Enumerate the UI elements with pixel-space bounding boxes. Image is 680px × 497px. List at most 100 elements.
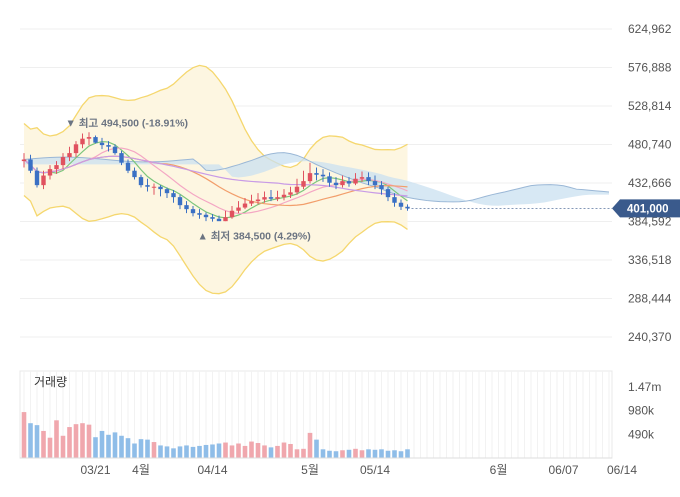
price-tick-label: 576,888 bbox=[628, 61, 672, 75]
volume-bar bbox=[203, 444, 209, 458]
candlesticks bbox=[21, 132, 410, 222]
bollinger-upper-line bbox=[23, 64, 408, 169]
volume-bar bbox=[346, 449, 352, 458]
low-annotation-text: ▲ 최저 384,500 (4.29%) bbox=[198, 230, 311, 243]
candle-body bbox=[190, 209, 196, 214]
candle-body bbox=[80, 138, 85, 145]
candle-body bbox=[106, 145, 111, 147]
volume-bar bbox=[327, 450, 332, 458]
volume-bar bbox=[190, 446, 196, 458]
volume-bar bbox=[47, 437, 53, 458]
volume-bar bbox=[106, 434, 111, 458]
volume-bar bbox=[54, 420, 59, 458]
volume-bar bbox=[255, 443, 261, 458]
volume-bar bbox=[86, 424, 92, 458]
volume-bar bbox=[353, 448, 358, 458]
volume-bar bbox=[262, 445, 267, 458]
volume-bar bbox=[67, 427, 72, 458]
volume-bar bbox=[249, 441, 254, 458]
candle-body bbox=[54, 165, 59, 170]
volume-axis: 1.47m 980k 490k bbox=[628, 380, 661, 441]
volume-bar bbox=[275, 445, 280, 458]
candle-body bbox=[314, 173, 319, 175]
candle-body bbox=[184, 205, 189, 210]
bollinger-band bbox=[23, 64, 408, 295]
candle-body bbox=[405, 206, 410, 209]
candle-body bbox=[216, 218, 222, 222]
volume-bar bbox=[132, 443, 137, 458]
price-tick-label: 432,666 bbox=[628, 176, 672, 190]
candle-body bbox=[242, 203, 248, 208]
candle-body bbox=[210, 217, 215, 219]
date-tick-label: 4월 bbox=[132, 463, 150, 477]
volume-bar bbox=[125, 438, 131, 458]
volume-bar bbox=[158, 445, 163, 458]
candle-body bbox=[223, 217, 228, 222]
volume-bar bbox=[294, 449, 300, 458]
candle-body bbox=[307, 173, 313, 182]
candle-body bbox=[171, 193, 176, 198]
candle-body bbox=[340, 181, 345, 186]
candle-body bbox=[294, 186, 300, 193]
candle-body bbox=[281, 194, 287, 198]
candle-body bbox=[164, 189, 170, 194]
volume-bar bbox=[60, 435, 66, 458]
volume-bar bbox=[379, 449, 384, 458]
moving-average-line bbox=[23, 155, 408, 197]
volume-bar bbox=[93, 437, 98, 458]
volume-bar bbox=[210, 444, 215, 458]
candle-body bbox=[34, 170, 40, 186]
volume-bar bbox=[223, 442, 228, 458]
candle-body bbox=[73, 144, 79, 154]
candle-body bbox=[288, 192, 293, 195]
volume-bar bbox=[366, 449, 371, 458]
candle-body bbox=[275, 197, 280, 199]
candle-body bbox=[28, 159, 33, 171]
volume-tick-label: 980k bbox=[628, 404, 655, 418]
date-tick-label: 05/14 bbox=[360, 463, 390, 477]
price-axis: 624,962 576,888 528,814 480,740 432,666 384,5… bbox=[628, 22, 672, 344]
candle-body bbox=[47, 169, 53, 176]
low-annotation-value: 384,500 (4.29%) bbox=[233, 231, 311, 243]
candle-body bbox=[177, 197, 183, 206]
volume-bar bbox=[73, 424, 79, 458]
volume-bar bbox=[307, 432, 313, 458]
candle-body bbox=[21, 159, 27, 162]
candle-body bbox=[268, 197, 274, 199]
volume-bar bbox=[314, 439, 319, 458]
candle-body bbox=[145, 185, 150, 187]
volume-bar bbox=[164, 446, 170, 458]
candle-body bbox=[320, 174, 326, 177]
candle-body bbox=[255, 199, 261, 202]
price-tick-label: 288,444 bbox=[628, 292, 672, 306]
price-tick-label: 336,518 bbox=[628, 253, 672, 267]
candle-body bbox=[99, 142, 105, 146]
bollinger-lower-line bbox=[23, 195, 408, 295]
date-tick-label: 5월 bbox=[301, 463, 319, 477]
candle-body bbox=[249, 201, 254, 204]
price-tick-label: 240,370 bbox=[628, 330, 672, 344]
candle-body bbox=[132, 170, 137, 178]
candle-body bbox=[301, 181, 306, 187]
candle-body bbox=[346, 181, 352, 184]
candle-body bbox=[392, 197, 397, 203]
current-price-tag: 401,000 bbox=[612, 199, 680, 218]
high-annotation: ▼ 최고 494,500 (-18.91%) bbox=[66, 116, 189, 129]
candle-body bbox=[203, 214, 209, 218]
price-tick-label: 384,592 bbox=[628, 215, 672, 229]
volume-bar bbox=[145, 439, 150, 458]
candle-body bbox=[327, 176, 332, 183]
candle-body bbox=[379, 185, 384, 190]
volume-bar bbox=[171, 448, 176, 458]
candle-body bbox=[41, 175, 46, 186]
low-arrow-icon: ▲ bbox=[198, 231, 211, 243]
candle-body bbox=[119, 153, 124, 163]
price-tick-label: 624,962 bbox=[628, 22, 672, 36]
volume-bar bbox=[333, 451, 339, 458]
volume-bar bbox=[41, 430, 46, 458]
candle-body bbox=[60, 157, 66, 166]
high-annotation-text: ▼ 최고 494,500 (-18.91%) bbox=[66, 116, 189, 129]
volume-bar bbox=[34, 425, 40, 458]
volume-bar bbox=[138, 439, 144, 458]
